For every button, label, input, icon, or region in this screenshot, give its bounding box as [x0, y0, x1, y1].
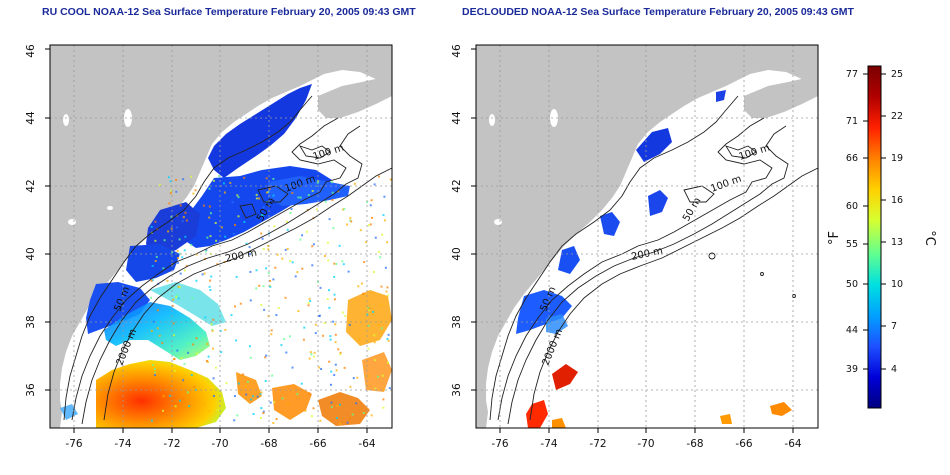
lake	[124, 109, 132, 127]
celsius-tick-label: 4	[891, 364, 897, 375]
y-tick-label: 38	[451, 315, 463, 328]
sst-gulf-stream	[60, 290, 392, 428]
sst-cold-water	[86, 84, 350, 334]
land-mass	[744, 72, 818, 118]
lake	[494, 219, 502, 225]
lake	[489, 114, 495, 126]
axis-ticks	[471, 48, 794, 433]
lat-lon-grid	[50, 45, 392, 428]
contour-50m	[63, 95, 313, 421]
y-tick-label: 46	[25, 44, 37, 58]
celsius-unit-label: °C	[922, 230, 937, 246]
fahrenheit-ticks: 77 71 66 60 55 50 44 39	[846, 69, 858, 375]
x-tick-label: -64	[784, 438, 801, 450]
celsius-tick-label: 7	[891, 321, 897, 332]
fahrenheit-unit-label: °F	[827, 231, 842, 245]
lake	[68, 219, 76, 225]
y-tick-label: 46	[451, 44, 463, 58]
left-panel-title: RU COOL NOAA-12 Sea Surface Temperature …	[42, 6, 416, 18]
x-tick-label: -76	[65, 438, 82, 450]
fahrenheit-tick-label: 50	[846, 279, 858, 290]
y-tick-label: 42	[451, 179, 463, 192]
colorbar-scale	[867, 65, 882, 409]
x-tick-label: -70	[211, 438, 228, 450]
x-tick-label: -74	[540, 438, 557, 450]
celsius-tick-label: 13	[891, 237, 903, 248]
celsius-tick-label: 10	[891, 279, 903, 290]
y-tick-label: 44	[451, 111, 463, 125]
x-tick-label: -74	[114, 438, 131, 450]
y-tick-label: 40	[25, 247, 37, 260]
axis-ticks	[45, 48, 368, 433]
x-tick-label: -70	[637, 438, 654, 450]
y-tick-label: 44	[25, 111, 37, 125]
colorbar-ticks	[863, 73, 886, 370]
map-frame	[49, 44, 393, 429]
sst-slope-water	[104, 282, 226, 360]
y-axis-labels: 36 38 40 42 44 46	[451, 44, 463, 397]
x-axis-labels: -76 -74 -72 -70 -68 -66 -64	[65, 438, 375, 450]
land-mass	[318, 72, 392, 118]
land-mass	[50, 45, 392, 428]
y-tick-label: 36	[451, 383, 463, 397]
contour-200m	[81, 125, 363, 425]
sst-cold-water	[516, 90, 726, 334]
x-tick-label: -68	[686, 438, 703, 450]
celsius-ticks: 25 22 19 16 13 10 7 4	[891, 69, 903, 375]
fahrenheit-tick-label: 71	[846, 116, 858, 127]
y-tick-label: 38	[25, 315, 37, 328]
right-panel-title: DECLOUDED NOAA-12 Sea Surface Temperatur…	[462, 6, 854, 18]
y-tick-label: 36	[25, 383, 37, 397]
map-frame	[475, 44, 819, 429]
celsius-tick-label: 16	[891, 195, 903, 206]
sst-gulf-stream	[526, 364, 792, 428]
y-tick-label: 40	[451, 247, 463, 260]
x-tick-label: -68	[260, 438, 277, 450]
land-mass	[476, 45, 818, 428]
temperature-colorbar: 77 71 66 60 55 50 44 39 25 22 19 16 13 1…	[827, 65, 937, 409]
lake	[107, 206, 113, 210]
fahrenheit-tick-label: 39	[846, 364, 858, 375]
lat-lon-grid	[476, 45, 818, 428]
x-tick-label: -72	[589, 438, 606, 450]
y-tick-label: 42	[25, 179, 37, 192]
x-axis-labels: -76 -74 -72 -70 -68 -66 -64	[491, 438, 801, 450]
x-tick-label: -64	[358, 438, 375, 450]
contour-2000m	[103, 167, 393, 421]
fahrenheit-tick-label: 66	[846, 153, 858, 164]
x-tick-label: -72	[163, 438, 180, 450]
celsius-tick-label: 25	[891, 69, 903, 80]
celsius-tick-label: 19	[891, 153, 903, 164]
right-map-panel: 100 m 100 m 50 m 200 m 50 m 2000 m	[451, 44, 819, 450]
left-map-panel: 100 m 100 m 50 m 200 m 50 m 2000 m	[25, 44, 393, 450]
fahrenheit-tick-label: 60	[846, 201, 858, 212]
lake	[63, 114, 69, 126]
x-tick-label: -66	[735, 438, 752, 450]
fahrenheit-tick-label: 77	[846, 69, 858, 80]
fahrenheit-tick-label: 44	[846, 325, 858, 336]
x-tick-label: -76	[491, 438, 508, 450]
lake	[550, 109, 558, 127]
y-axis-labels: 36 38 40 42 44 46	[25, 44, 37, 397]
fahrenheit-tick-label: 55	[846, 239, 858, 250]
x-tick-label: -66	[309, 438, 326, 450]
celsius-tick-label: 22	[891, 111, 903, 122]
